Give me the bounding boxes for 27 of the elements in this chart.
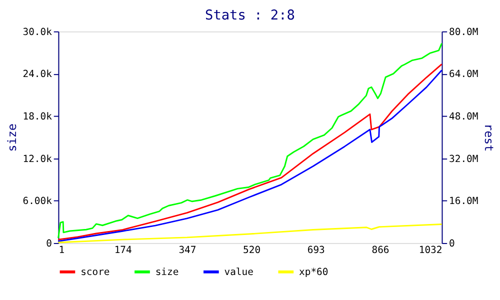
y2-axis-title: rest (482, 124, 496, 152)
x-tick-label: 693 (307, 245, 326, 256)
y2-tick-label: 48.0M (449, 111, 478, 122)
line-series (58, 224, 442, 244)
y-axis-title: size (4, 124, 19, 152)
x-tick-label: 347 (178, 245, 196, 256)
legend-label: value (224, 266, 254, 278)
legend-label: xp*60 (299, 266, 328, 278)
y-tick-label: 12.0k (22, 154, 52, 165)
y-tick-label: 30.0k (22, 26, 52, 38)
y2-tick-label: 32.0M (449, 154, 478, 165)
y2-tick-label: 0 (449, 238, 456, 250)
y2-tick-label: 80.0M (449, 26, 478, 38)
y-tick-label: 6.00k (22, 196, 52, 208)
legend-label: score (80, 266, 110, 278)
x-tick-label: 174 (114, 245, 132, 256)
y-tick-label: 18.0k (22, 111, 52, 122)
x-tick-label: 520 (243, 245, 261, 256)
x-tick-label: 866 (372, 245, 390, 256)
y-tick-label: 0 (46, 238, 52, 250)
x-tick-label: 1032 (418, 245, 442, 256)
x-tick-label: 1 (58, 245, 65, 256)
legend-label: size (155, 266, 179, 278)
y2-tick-label: 64.0M (449, 69, 478, 80)
y2-tick-label: 16.0M (449, 196, 478, 208)
chart-title: Stats : 2:8 (205, 8, 295, 24)
y-tick-label: 24.0k (22, 69, 52, 80)
